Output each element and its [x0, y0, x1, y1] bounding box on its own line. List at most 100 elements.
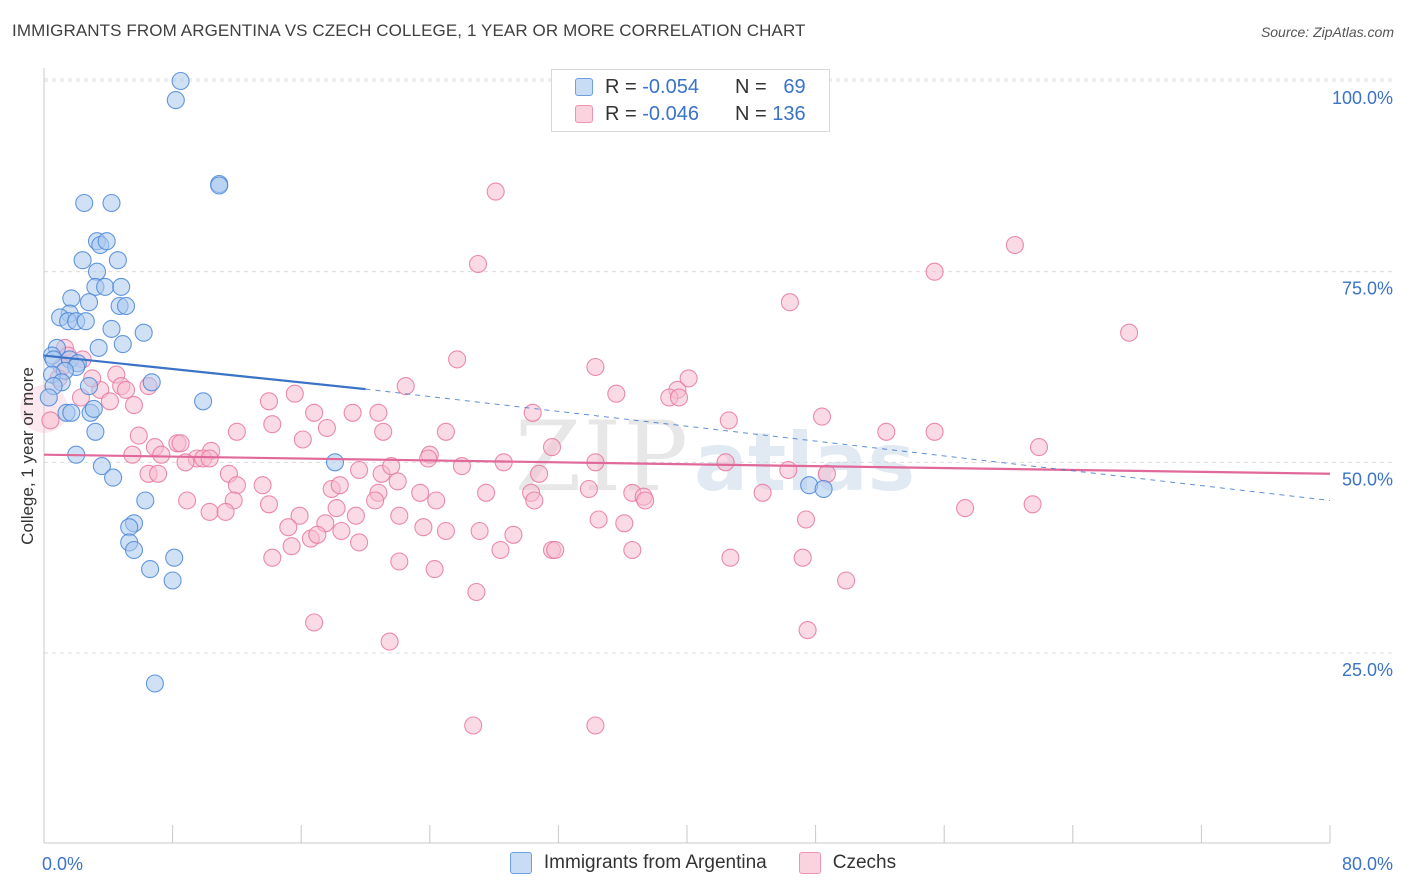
czechs-point	[308, 525, 327, 544]
correlation-legend: R = -0.054 N = 69 R = -0.046 N = 136	[551, 69, 830, 132]
chart-title: IMMIGRANTS FROM ARGENTINA VS CZECH COLLE…	[12, 21, 806, 40]
argentina-point	[39, 388, 58, 407]
argentina-points	[39, 71, 833, 693]
argentina-point	[163, 571, 182, 590]
argentina-point	[92, 457, 111, 476]
argentina-point	[76, 312, 95, 331]
czechs-point	[523, 403, 542, 422]
legend-item-czechs: Czechs	[798, 852, 897, 874]
argentina-point	[210, 176, 229, 195]
legend-n-value: 136	[772, 102, 806, 125]
czechs-point	[427, 491, 446, 510]
czechs-point	[419, 449, 438, 468]
legend-swatch-pink	[798, 852, 821, 874]
y-tick-label: 50.0%	[1342, 469, 1393, 489]
argentina-point	[124, 540, 144, 560]
czechs-point	[491, 540, 510, 560]
czechs-point	[305, 613, 324, 632]
legend-r-label: R =	[605, 102, 643, 125]
czechs-point	[388, 472, 407, 491]
czechs-point	[525, 491, 544, 510]
czechs-point	[124, 396, 144, 415]
argentina-point	[120, 518, 139, 537]
series-legend: Immigrants from Argentina Czechs	[0, 852, 1406, 874]
legend-r-value: -0.046	[642, 102, 699, 125]
legend-r-value: -0.054	[642, 75, 699, 98]
czechs-point	[216, 502, 235, 521]
czechs-point	[589, 510, 608, 529]
tick-labels: 25.0% 50.0% 75.0% 100.0% 0.0% 80.0% College, 1…	[18, 88, 1393, 874]
argentina-point	[814, 479, 833, 499]
czechs-point	[343, 403, 362, 422]
czechs-point	[721, 548, 740, 567]
czechs-point	[817, 464, 836, 483]
argentina-point	[97, 232, 116, 251]
argentina-point	[79, 377, 99, 396]
czechs-point	[425, 560, 444, 579]
argentina-point	[73, 251, 92, 270]
argentina-point	[79, 293, 99, 312]
czechs-point	[100, 392, 119, 411]
legend-label: Immigrants from Argentina	[543, 852, 767, 873]
legend-label: Czechs	[832, 852, 897, 873]
argentina-point	[113, 335, 132, 354]
czechs-point	[350, 533, 369, 552]
czechs-point	[330, 476, 349, 495]
czechs-point	[369, 403, 388, 422]
czechs-point	[448, 350, 467, 369]
czechs-point	[607, 384, 626, 403]
czechs-point	[279, 518, 298, 537]
argentina-point	[75, 193, 94, 213]
x-tick-label: 0.0%	[42, 854, 83, 874]
czechs-point	[411, 483, 430, 502]
czechs-point	[178, 491, 197, 510]
argentina-trend-line	[43, 354, 366, 391]
argentina-point	[89, 338, 108, 357]
czechs-point	[414, 518, 433, 537]
czechs-point	[530, 464, 549, 483]
argentina-point	[108, 251, 127, 270]
czechs-point	[779, 460, 798, 480]
y-axis-label: College, 1 year or more	[18, 367, 37, 545]
argentina-point	[86, 422, 105, 441]
czechs-point	[716, 453, 735, 472]
czechs-point	[374, 422, 393, 441]
czechs-point	[41, 411, 60, 430]
czechs-point	[579, 479, 598, 499]
argentina-point	[134, 323, 153, 342]
czechs-point	[679, 369, 698, 388]
watermark: ZIP atlas	[515, 401, 915, 513]
czechs-point	[464, 716, 483, 735]
czechs-point	[200, 449, 219, 468]
argentina-point	[325, 453, 345, 472]
argentina-point	[116, 296, 136, 316]
y-tick-label: 100.0%	[1332, 88, 1393, 108]
czechs-point	[615, 514, 634, 533]
czechs-point	[285, 384, 304, 403]
argentina-point	[104, 468, 123, 487]
czechs-point	[1023, 495, 1042, 514]
czechs-point	[176, 453, 195, 472]
czechs-point	[350, 460, 369, 480]
legend-n-label: N =	[735, 102, 773, 125]
czechs-point	[290, 506, 309, 525]
czechs-point	[380, 632, 399, 651]
legend-swatch-pink	[575, 105, 593, 123]
argentina-point	[96, 277, 115, 296]
gridlines	[44, 78, 1392, 654]
czechs-point	[263, 415, 282, 434]
czechs-point	[719, 411, 738, 430]
czechs-point	[837, 571, 856, 590]
czechs-trend-line	[43, 453, 1331, 475]
czechs-point	[259, 495, 279, 514]
czechs-point	[346, 506, 365, 525]
y-tick-label: 25.0%	[1342, 660, 1393, 680]
czechs-point	[116, 380, 136, 399]
czechs-point	[1120, 323, 1139, 342]
czechs-point	[327, 499, 346, 518]
czechs-point	[396, 377, 415, 396]
argentina-point	[102, 319, 121, 338]
legend-swatch-blue	[575, 78, 593, 96]
legend-n-value: 69	[783, 75, 806, 98]
